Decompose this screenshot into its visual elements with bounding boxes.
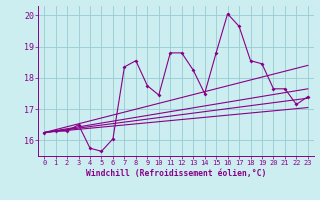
X-axis label: Windchill (Refroidissement éolien,°C): Windchill (Refroidissement éolien,°C) bbox=[86, 169, 266, 178]
